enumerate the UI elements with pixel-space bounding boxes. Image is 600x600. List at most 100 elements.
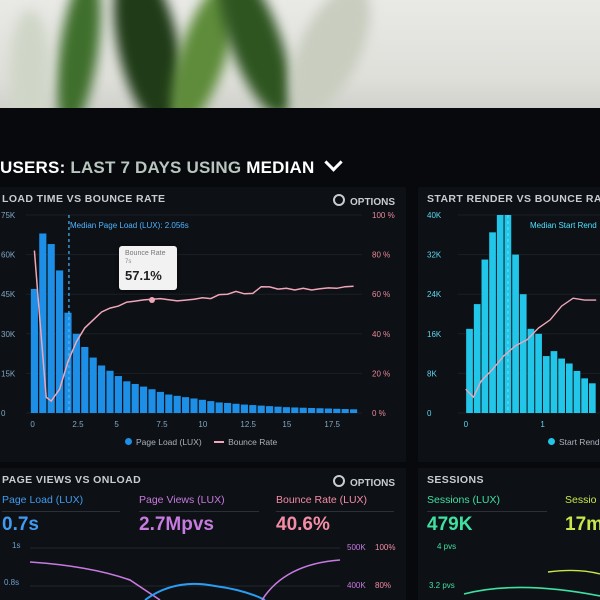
page-load-bar (89, 357, 97, 413)
sessions-tick: 4 pvs (437, 542, 457, 551)
page-load-bar (190, 398, 198, 413)
metric-label-sessions: Sessions (LUX) (427, 494, 500, 506)
y-tick-label: 8K (427, 369, 437, 378)
page-load-bar (324, 408, 332, 413)
pv-tick-right-a: 400K (347, 581, 366, 590)
metric-label-page-views: Page Views (LUX) (139, 494, 225, 506)
y-tick-label: 24K (427, 290, 442, 299)
page-load-bar (56, 270, 64, 413)
gear-icon (333, 475, 345, 487)
start-render-bar (466, 328, 473, 413)
page-load-bar (316, 408, 324, 413)
start-render-legend-icon (548, 438, 555, 445)
sessions-chart (463, 569, 600, 597)
divider (139, 511, 259, 512)
start-render-chart: 0 8K 16K 24K 32K 40K 0 1 (427, 211, 600, 429)
y2-tick-label: 0 % (372, 409, 386, 418)
start-render-bar (542, 356, 550, 413)
sessions-panel (418, 468, 600, 600)
page-load-bar (98, 365, 106, 413)
start-render-bar (512, 254, 519, 413)
metric-label-bounce-rate: Bounce Rate (LUX) (276, 494, 368, 506)
start-render-bar (573, 370, 581, 413)
page-load-bar (140, 386, 148, 413)
bounce-rate-tooltip: Bounce Rate 7s 57.1% (119, 246, 177, 290)
page-load-bar (173, 395, 181, 413)
sessions-panel-title: SESSIONS (427, 474, 484, 486)
page-load-bar (341, 409, 349, 413)
page-load-bar (182, 397, 190, 413)
load-time-chart: 0 0 % 15K 20 % 30K 40 % 45K 60 % 60K 80 % 75K 100 %… (1, 211, 395, 429)
tooltip-sub: 7s (125, 259, 132, 265)
divider (2, 511, 120, 512)
title-using: USING (186, 158, 242, 177)
divider (276, 511, 394, 512)
start-render-bar (496, 215, 504, 413)
pageviews-options-button[interactable]: OPTIONS (333, 474, 395, 489)
metric-value-sessions: 479K (427, 514, 473, 535)
page-load-bar (266, 406, 274, 413)
start-render-bar (558, 358, 565, 413)
options-label: OPTIONS (350, 197, 396, 208)
load-chart-legend: Page Load (LUX) Bounce Rate (125, 437, 277, 447)
load-panel-title: LOAD TIME VS BOUNCE RATE (2, 193, 166, 205)
x-tick-label: 15 (282, 420, 291, 429)
tooltip-value: 57.1% (125, 268, 162, 283)
metric-value-bounce-rate: 40.6% (276, 514, 330, 535)
metric-value-page-views: 2.7Mpvs (139, 514, 214, 535)
start-render-bar (550, 351, 558, 413)
page-load-bar (308, 407, 316, 413)
page-load-bar (47, 244, 55, 413)
page-load-bar (156, 391, 164, 413)
page-load-legend-icon (125, 438, 132, 445)
load-options-button[interactable]: OPTIONS (333, 193, 395, 208)
plant-leaf (273, 0, 387, 112)
page-views-chart (29, 547, 341, 600)
page-load-bar (257, 405, 265, 413)
start-panel-title: START RENDER VS BOUNCE RATE (427, 193, 600, 205)
page-load-bar (198, 399, 206, 413)
y-tick-label: 40K (427, 211, 442, 220)
y-tick-label: 60K (1, 251, 16, 260)
page-load-bar (131, 383, 139, 413)
page-load-bar (350, 409, 358, 413)
y-tick-label: 15K (1, 369, 16, 378)
dashboard-title[interactable]: USERS: LAST 7 DAYS USING MEDIAN (0, 153, 344, 178)
page-load-bar (249, 405, 257, 413)
start-render-bar (588, 383, 596, 413)
title-stat: MEDIAN (246, 158, 315, 177)
tooltip-label: Bounce Rate (125, 250, 166, 257)
page-load-bar (106, 370, 114, 413)
title-prefix: USERS: (0, 158, 66, 177)
pv-tick-right-b: 100% (375, 543, 396, 552)
options-label: OPTIONS (350, 478, 396, 489)
start-render-bar (481, 259, 489, 413)
bounce-rate-line (465, 297, 597, 399)
pv-tick-left: 1s (12, 541, 21, 550)
page-load-bar (81, 347, 89, 413)
page-load-bar (207, 401, 215, 413)
y-tick-label: 75K (1, 211, 16, 220)
page-views-line (29, 561, 161, 600)
median-start-render-label: Median Start Rend (530, 221, 597, 230)
pv-tick-right-b: 80% (375, 581, 392, 590)
page-load-bar (30, 288, 38, 413)
title-range: LAST 7 DAYS (70, 158, 182, 177)
page-views-panel (0, 468, 406, 600)
sessions-line (463, 586, 600, 597)
x-tick-label: 7.5 (156, 420, 168, 429)
page-load-bar (291, 407, 299, 413)
page-load-bar (72, 333, 80, 413)
bounce-rate-line (33, 250, 354, 403)
bounce-legend-icon (214, 441, 225, 443)
page-load-line (144, 582, 266, 600)
y2-tick-label: 60 % (372, 290, 390, 299)
pv-tick-right-a: 500K (347, 543, 366, 552)
y-tick-label: 45K (1, 290, 16, 299)
start-render-bar (535, 333, 542, 413)
page-load-bar (165, 394, 173, 413)
legend-page-load: Page Load (LUX) (136, 437, 202, 447)
y-tick-label: 16K (427, 330, 442, 339)
divider (427, 511, 547, 512)
page-load-bar (240, 404, 248, 413)
